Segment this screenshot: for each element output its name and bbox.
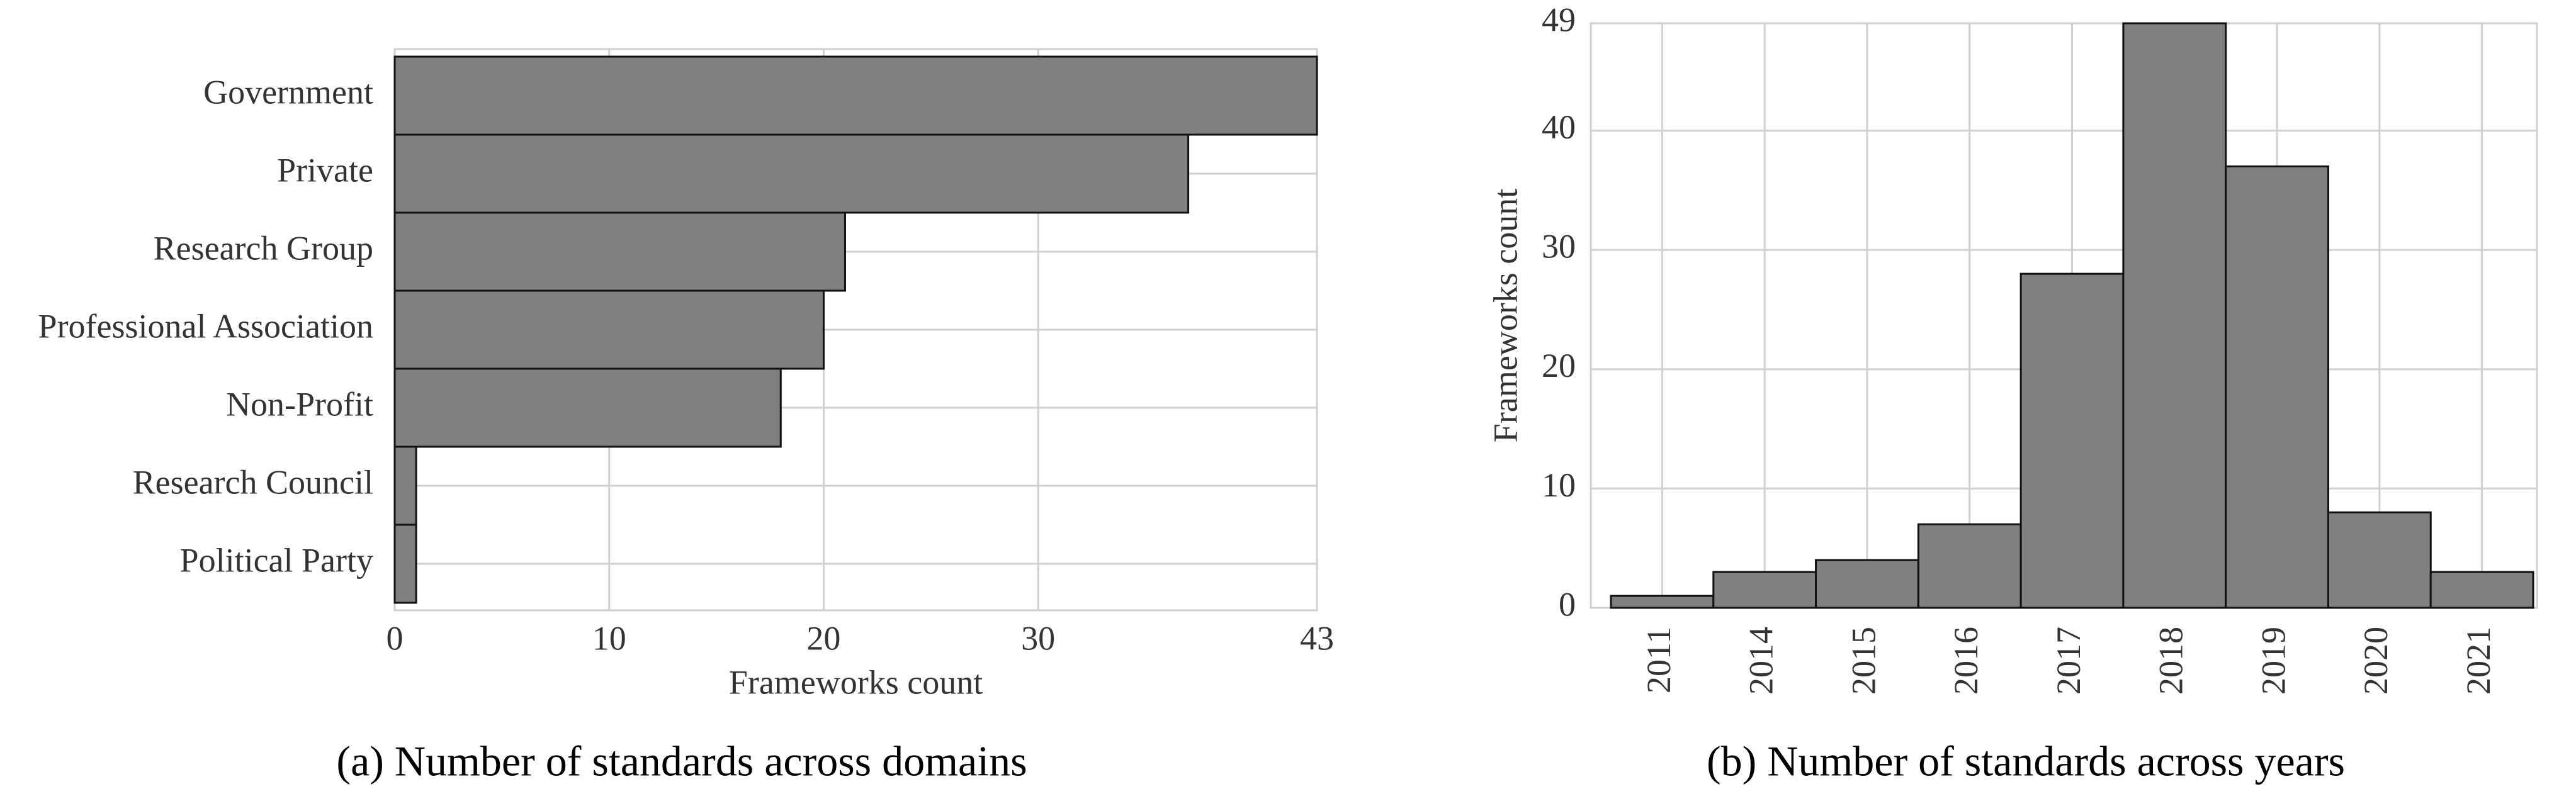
y-tick-label: 30 [1542,228,1576,266]
bar [2122,22,2227,609]
bar [393,367,782,448]
x-tick-label: 2020 [2357,627,2395,695]
y-tick-label: 49 [1542,1,1576,38]
bar [1712,571,1817,609]
y-tick-label: Research Group [154,229,373,267]
y-axis-label: Frameworks count [1486,189,1524,442]
y-tick-label: Professional Association [38,307,373,345]
bar [393,55,1318,136]
x-tick-label: 2011 [1640,627,1678,693]
bar [393,211,846,292]
y-tick-label: Private [277,151,373,189]
x-tick-label: 2015 [1844,627,1882,695]
bar [393,133,1190,214]
y-tick-label: 40 [1542,108,1576,146]
x-tick-label: 2019 [2254,627,2292,695]
y-tick-label: 10 [1542,466,1576,504]
x-tick-label: 10 [592,619,626,657]
y-tick-label: Government [203,73,373,111]
caption: (a) Number of standards across domains [336,737,1027,785]
y-tick-label: Non-Profit [226,385,373,423]
y-tick-label: Research Council [133,463,373,501]
x-tick-label: 43 [1300,619,1334,657]
x-tick-label: 2014 [1743,627,1780,695]
bar [393,289,825,370]
x-tick-label: 2017 [2050,627,2087,695]
bar [393,523,417,604]
bar [2327,511,2432,609]
bar [1815,559,1919,609]
bar [1917,523,2022,609]
y-tick-label: Political Party [180,541,373,579]
x-tick-label: 0 [387,619,404,657]
x-axis-label: Frameworks count [729,663,983,701]
x-tick-label: 20 [806,619,840,657]
bar [2020,272,2125,609]
bar [393,445,417,526]
bar [1610,595,1715,609]
caption: (b) Number of standards across years [1707,737,2345,785]
bar [2429,571,2534,609]
x-tick-label: 2016 [1947,627,1985,695]
x-tick-label: 2018 [2152,627,2190,695]
bar [2225,165,2329,609]
x-tick-label: 30 [1021,619,1055,657]
x-tick-label: 2021 [2460,627,2497,695]
y-tick-label: 20 [1542,347,1576,384]
y-tick-label: 0 [1559,585,1576,623]
